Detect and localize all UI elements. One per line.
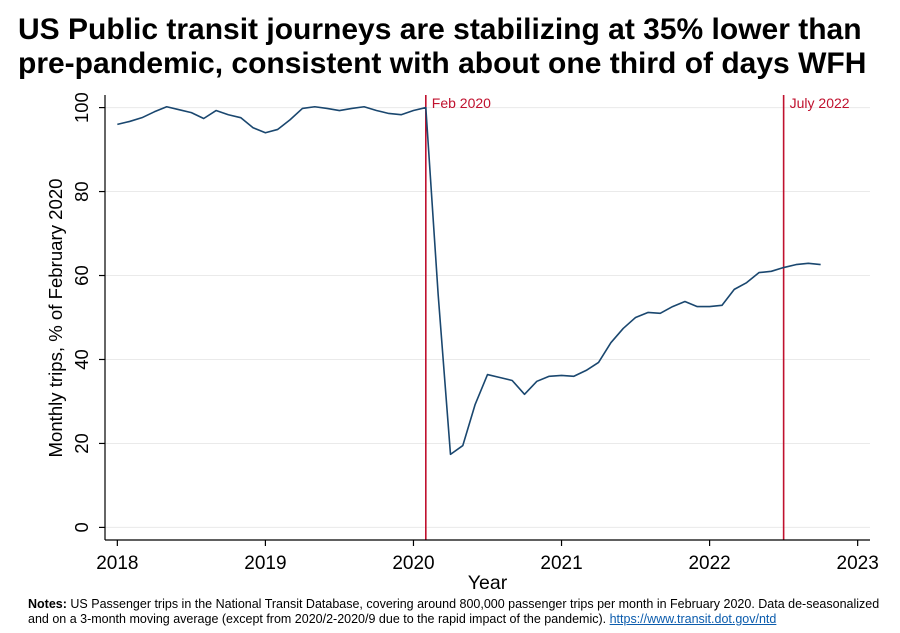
y-tick-label: 20 (71, 433, 92, 454)
y-tick-label: 60 (71, 265, 92, 286)
y-tick-label: 40 (71, 349, 92, 370)
notes-line-1: Notes: US Passenger trips in the Nationa… (28, 597, 879, 612)
annotations: Feb 2020 July 2022 (425, 95, 850, 540)
notes-label: Notes: (28, 597, 67, 611)
gridlines (105, 107, 870, 528)
x-axis-ticks: 2018 2019 2020 2021 2022 2023 (96, 540, 879, 574)
notes-text-line-1: US Passenger trips in the National Trans… (70, 597, 880, 611)
y-axis-ticks: 0 20 40 60 80 100 (71, 92, 105, 533)
y-tick-label: 0 (71, 522, 92, 532)
source-link[interactable]: https://www.transit.dot.gov/ntd (609, 612, 777, 626)
y-tick-label: 80 (71, 181, 92, 202)
y-tick-label: 100 (71, 92, 92, 123)
x-tick-label: 2021 (540, 553, 582, 574)
x-tick-label: 2019 (244, 553, 286, 574)
x-tick-label: 2022 (688, 553, 730, 574)
x-tick-label: 2018 (96, 553, 138, 574)
x-tick-label: 2020 (392, 553, 434, 574)
annotation-label: July 2022 (790, 95, 850, 111)
series-line (117, 105, 821, 456)
x-axis-title: Year (468, 572, 508, 594)
y-axis-title: Monthly trips, % of February 2020 (45, 178, 66, 457)
annotation-label: Feb 2020 (432, 95, 491, 111)
x-tick-label: 2023 (837, 553, 879, 574)
chart-title: US Public transit journeys are stabilizi… (18, 13, 867, 80)
notes-text-line-2: and on a 3-month moving average (except … (28, 612, 607, 626)
notes-line-2: and on a 3-month moving average (except … (28, 612, 879, 627)
notes: Notes: US Passenger trips in the Nationa… (28, 597, 879, 627)
